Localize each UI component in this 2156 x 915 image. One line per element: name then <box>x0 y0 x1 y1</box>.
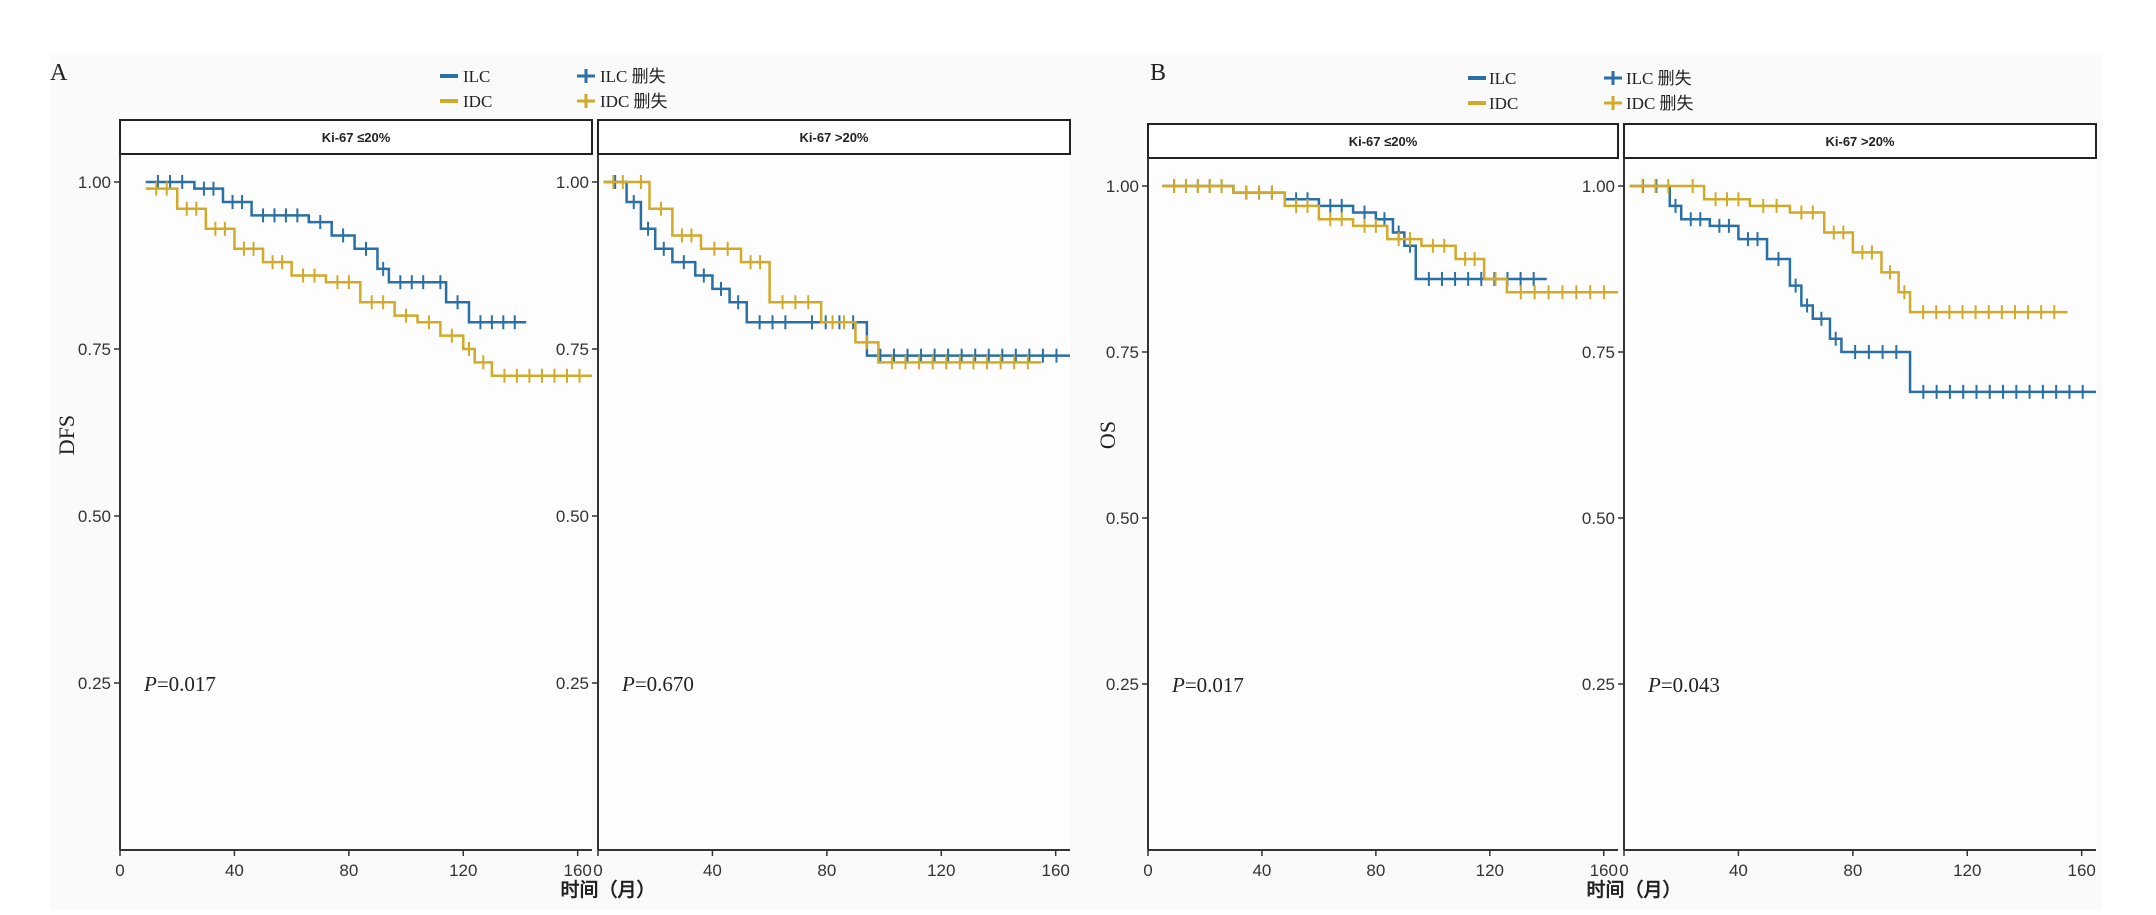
strip-box <box>597 119 1071 155</box>
figure-label-b: B <box>1150 60 1166 86</box>
y-tick-label: 0.75 <box>78 340 111 359</box>
y-tick-label: 1.00 <box>1106 177 1139 196</box>
x-tick-label: 120 <box>1476 861 1504 880</box>
x-tick-label: 40 <box>225 861 244 880</box>
strip-box <box>1623 123 2097 159</box>
y-tick-label: 0.25 <box>1106 675 1139 694</box>
legend-a: ILC IDC ILC 删失 IDC 删失 <box>440 67 668 111</box>
x-tick-label: 160 <box>2068 861 2096 880</box>
figure-label-a: A <box>50 60 68 86</box>
x-tick-label: 160 <box>564 861 592 880</box>
plot-area <box>598 154 1070 850</box>
x-tick-label: 80 <box>339 861 358 880</box>
survival-curve-idc <box>1162 184 1618 294</box>
y-tick-label: 0.50 <box>1582 509 1615 528</box>
x-tick-label: 120 <box>927 861 955 880</box>
p-value-label: P=0.670 <box>621 672 694 696</box>
survival-curve-ilc <box>145 180 527 324</box>
panel-a-ki67-low: Ki-67 ≤20% 0.25 0.50 0.75 1.00 0 40 80 120 160 P=0… <box>78 119 593 880</box>
y-tick-label: 0.25 <box>1582 675 1615 694</box>
y-tick-label: 1.00 <box>556 173 589 192</box>
y-tick-label: 0.50 <box>1106 509 1139 528</box>
legend-ilc-censor-text-b: ILC 删失 <box>1626 69 1692 88</box>
y-tick-label: 0.75 <box>1582 343 1615 362</box>
p-value-label: P=0.017 <box>143 672 216 696</box>
legend-idc-censor-text-a: IDC 删失 <box>600 92 668 111</box>
x-tick-label: 0 <box>115 861 124 880</box>
y-tick-label: 1.00 <box>78 173 111 192</box>
legend-idc-censor-marker-b <box>1604 96 1622 110</box>
legend-idc-censor-marker-a <box>577 94 595 108</box>
y-axis-label-os: OS <box>1095 421 1120 449</box>
panel-a-ki67-high: Ki-67 >20% 0.25 0.50 0.75 1.00 0 40 80 120 160 P=0… <box>556 119 1071 880</box>
y-tick-label: 0.75 <box>1106 343 1139 362</box>
strip-title: Ki-67 >20% <box>799 130 868 145</box>
x-tick-label: 160 <box>1590 861 1618 880</box>
legend-ilc-censor-text-a: ILC 删失 <box>600 67 666 86</box>
y-tick-label: 0.25 <box>78 674 111 693</box>
strip-box <box>1147 123 1619 159</box>
x-tick-label: 0 <box>593 861 602 880</box>
x-tick-label: 120 <box>1953 861 1981 880</box>
survival-curve-ilc <box>1629 184 2096 394</box>
y-tick-label: 1.00 <box>1582 177 1615 196</box>
x-tick-label: 160 <box>1042 861 1070 880</box>
y-tick-label: 0.25 <box>556 674 589 693</box>
legend-idc-text-a: IDC <box>463 92 492 111</box>
strip-title: Ki-67 ≤20% <box>322 130 391 145</box>
plot-area <box>1624 158 2096 850</box>
x-tick-label: 40 <box>703 861 722 880</box>
legend-ilc-censor-marker-b <box>1604 71 1622 85</box>
legend-b: ILC IDC ILC 删失 IDC 删失 <box>1468 69 1694 113</box>
x-axis-label-a: 时间（月） <box>560 878 655 901</box>
survival-curve-idc <box>1629 184 2068 314</box>
strip-box <box>119 119 593 155</box>
legend-ilc-text-b: ILC <box>1489 69 1516 88</box>
legend-idc-text-b: IDC <box>1489 94 1518 113</box>
x-tick-label: 40 <box>1252 861 1271 880</box>
x-axis-label-b: 时间（月） <box>1586 878 1681 901</box>
p-value-label: P=0.017 <box>1171 673 1244 697</box>
survival-curve-idc <box>603 180 1042 364</box>
panel-b-ki67-low: Ki-67 ≤20% 0.25 0.50 0.75 1.00 0 40 80 120 160 P=0… <box>1106 123 1619 880</box>
survival-curve-ilc <box>603 180 1070 357</box>
legend-idc-censor-text-b: IDC 删失 <box>1626 94 1694 113</box>
plot-area <box>120 154 592 850</box>
strip-title: Ki-67 ≤20% <box>1349 134 1418 149</box>
y-tick-label: 0.75 <box>556 340 589 359</box>
legend-ilc-censor-marker-a <box>577 69 595 83</box>
x-tick-label: 80 <box>817 861 836 880</box>
panel-b-ki67-high: Ki-67 >20% 0.25 0.50 0.75 1.00 0 40 80 120 160 P=0… <box>1582 123 2097 880</box>
x-tick-label: 0 <box>1143 861 1152 880</box>
y-tick-label: 0.50 <box>556 507 589 526</box>
y-tick-label: 0.50 <box>78 507 111 526</box>
x-tick-label: 0 <box>1619 861 1628 880</box>
x-tick-label: 80 <box>1843 861 1862 880</box>
y-axis-label-dfs: DFS <box>54 415 79 455</box>
x-tick-label: 120 <box>449 861 477 880</box>
p-value-label: P=0.043 <box>1647 673 1720 697</box>
x-tick-label: 40 <box>1729 861 1748 880</box>
x-tick-label: 80 <box>1366 861 1385 880</box>
strip-title: Ki-67 >20% <box>1825 134 1894 149</box>
plot-area <box>1148 158 1618 850</box>
legend-ilc-text-a: ILC <box>463 67 490 86</box>
